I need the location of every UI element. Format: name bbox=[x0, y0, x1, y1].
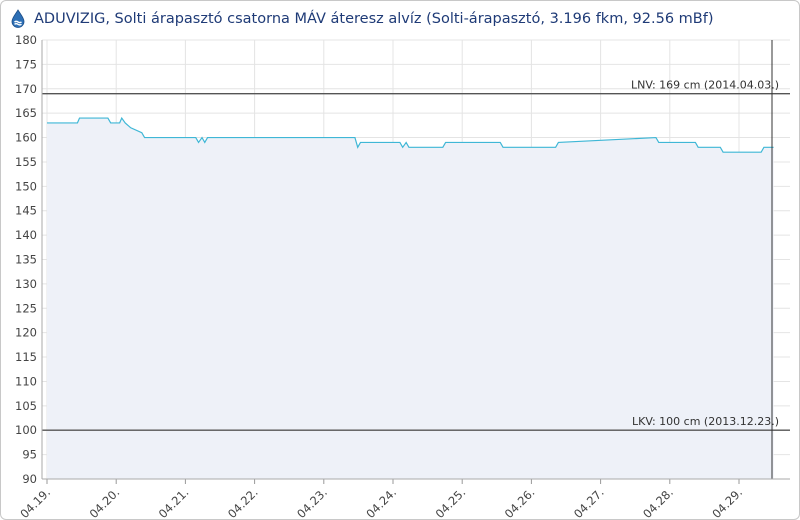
y-tick-label: 170 bbox=[15, 82, 37, 96]
y-tick-label: 135 bbox=[15, 253, 37, 267]
data-area bbox=[47, 118, 774, 480]
lkv-reference-label: LKV: 100 cm (2013.12.23.) bbox=[632, 415, 779, 428]
y-tick-label: 160 bbox=[15, 131, 37, 145]
x-tick-label: 04.21. bbox=[156, 485, 192, 520]
x-tick-label: 04.20. bbox=[87, 485, 123, 520]
y-tick-label: 105 bbox=[15, 399, 37, 413]
x-tick-label: 04.23. bbox=[294, 485, 330, 520]
reference-lines: LNV: 169 cm (2014.04.03.) LKV: 100 cm (20… bbox=[42, 79, 790, 431]
x-tick-label: 04.28. bbox=[640, 485, 676, 520]
x-tick-label: 04.25. bbox=[433, 485, 469, 520]
chart-header: ADUVIZIG, Solti árapasztó csatorna MÁV á… bbox=[8, 8, 714, 30]
y-axis-ticks: 90 95 100 105 110 115 120 125 130 135 140 145 150 155… bbox=[15, 33, 37, 486]
y-tick-label: 145 bbox=[15, 204, 37, 218]
lnv-reference-label: LNV: 169 cm (2014.04.03.) bbox=[631, 79, 779, 92]
y-tick-label: 130 bbox=[15, 277, 37, 291]
x-tick-label: 04.27. bbox=[571, 485, 607, 520]
y-tick-label: 115 bbox=[15, 350, 37, 364]
series-area bbox=[47, 118, 774, 480]
water-gauge-icon bbox=[11, 9, 25, 28]
y-tick-label: 120 bbox=[15, 326, 37, 340]
y-tick-label: 180 bbox=[15, 33, 37, 47]
y-tick-label: 175 bbox=[15, 57, 37, 71]
y-tick-label: 110 bbox=[15, 374, 37, 388]
axes bbox=[41, 40, 790, 484]
x-tick-label: 04.29. bbox=[709, 485, 745, 520]
series-line bbox=[47, 116, 774, 153]
y-tick-label: 125 bbox=[15, 301, 37, 315]
data-series bbox=[47, 116, 774, 153]
y-tick-label: 140 bbox=[15, 228, 37, 242]
y-tick-label: 100 bbox=[15, 423, 37, 437]
y-tick-label: 155 bbox=[15, 155, 37, 169]
x-axis-ticks: 04.19. 04.20. 04.21. 04.22. 04.23. 04.24. 04.2… bbox=[17, 485, 745, 520]
chart-title: ADUVIZIG, Solti árapasztó csatorna MÁV á… bbox=[34, 11, 714, 27]
x-tick-label: 04.22. bbox=[225, 485, 261, 520]
y-tick-label: 165 bbox=[15, 106, 37, 120]
x-tick-label: 04.26. bbox=[502, 485, 538, 520]
x-tick-label: 04.19. bbox=[17, 485, 53, 520]
y-tick-label: 95 bbox=[22, 448, 37, 462]
y-tick-label: 90 bbox=[22, 472, 37, 486]
y-tick-label: 150 bbox=[15, 179, 37, 193]
x-tick-label: 04.24. bbox=[363, 485, 399, 520]
